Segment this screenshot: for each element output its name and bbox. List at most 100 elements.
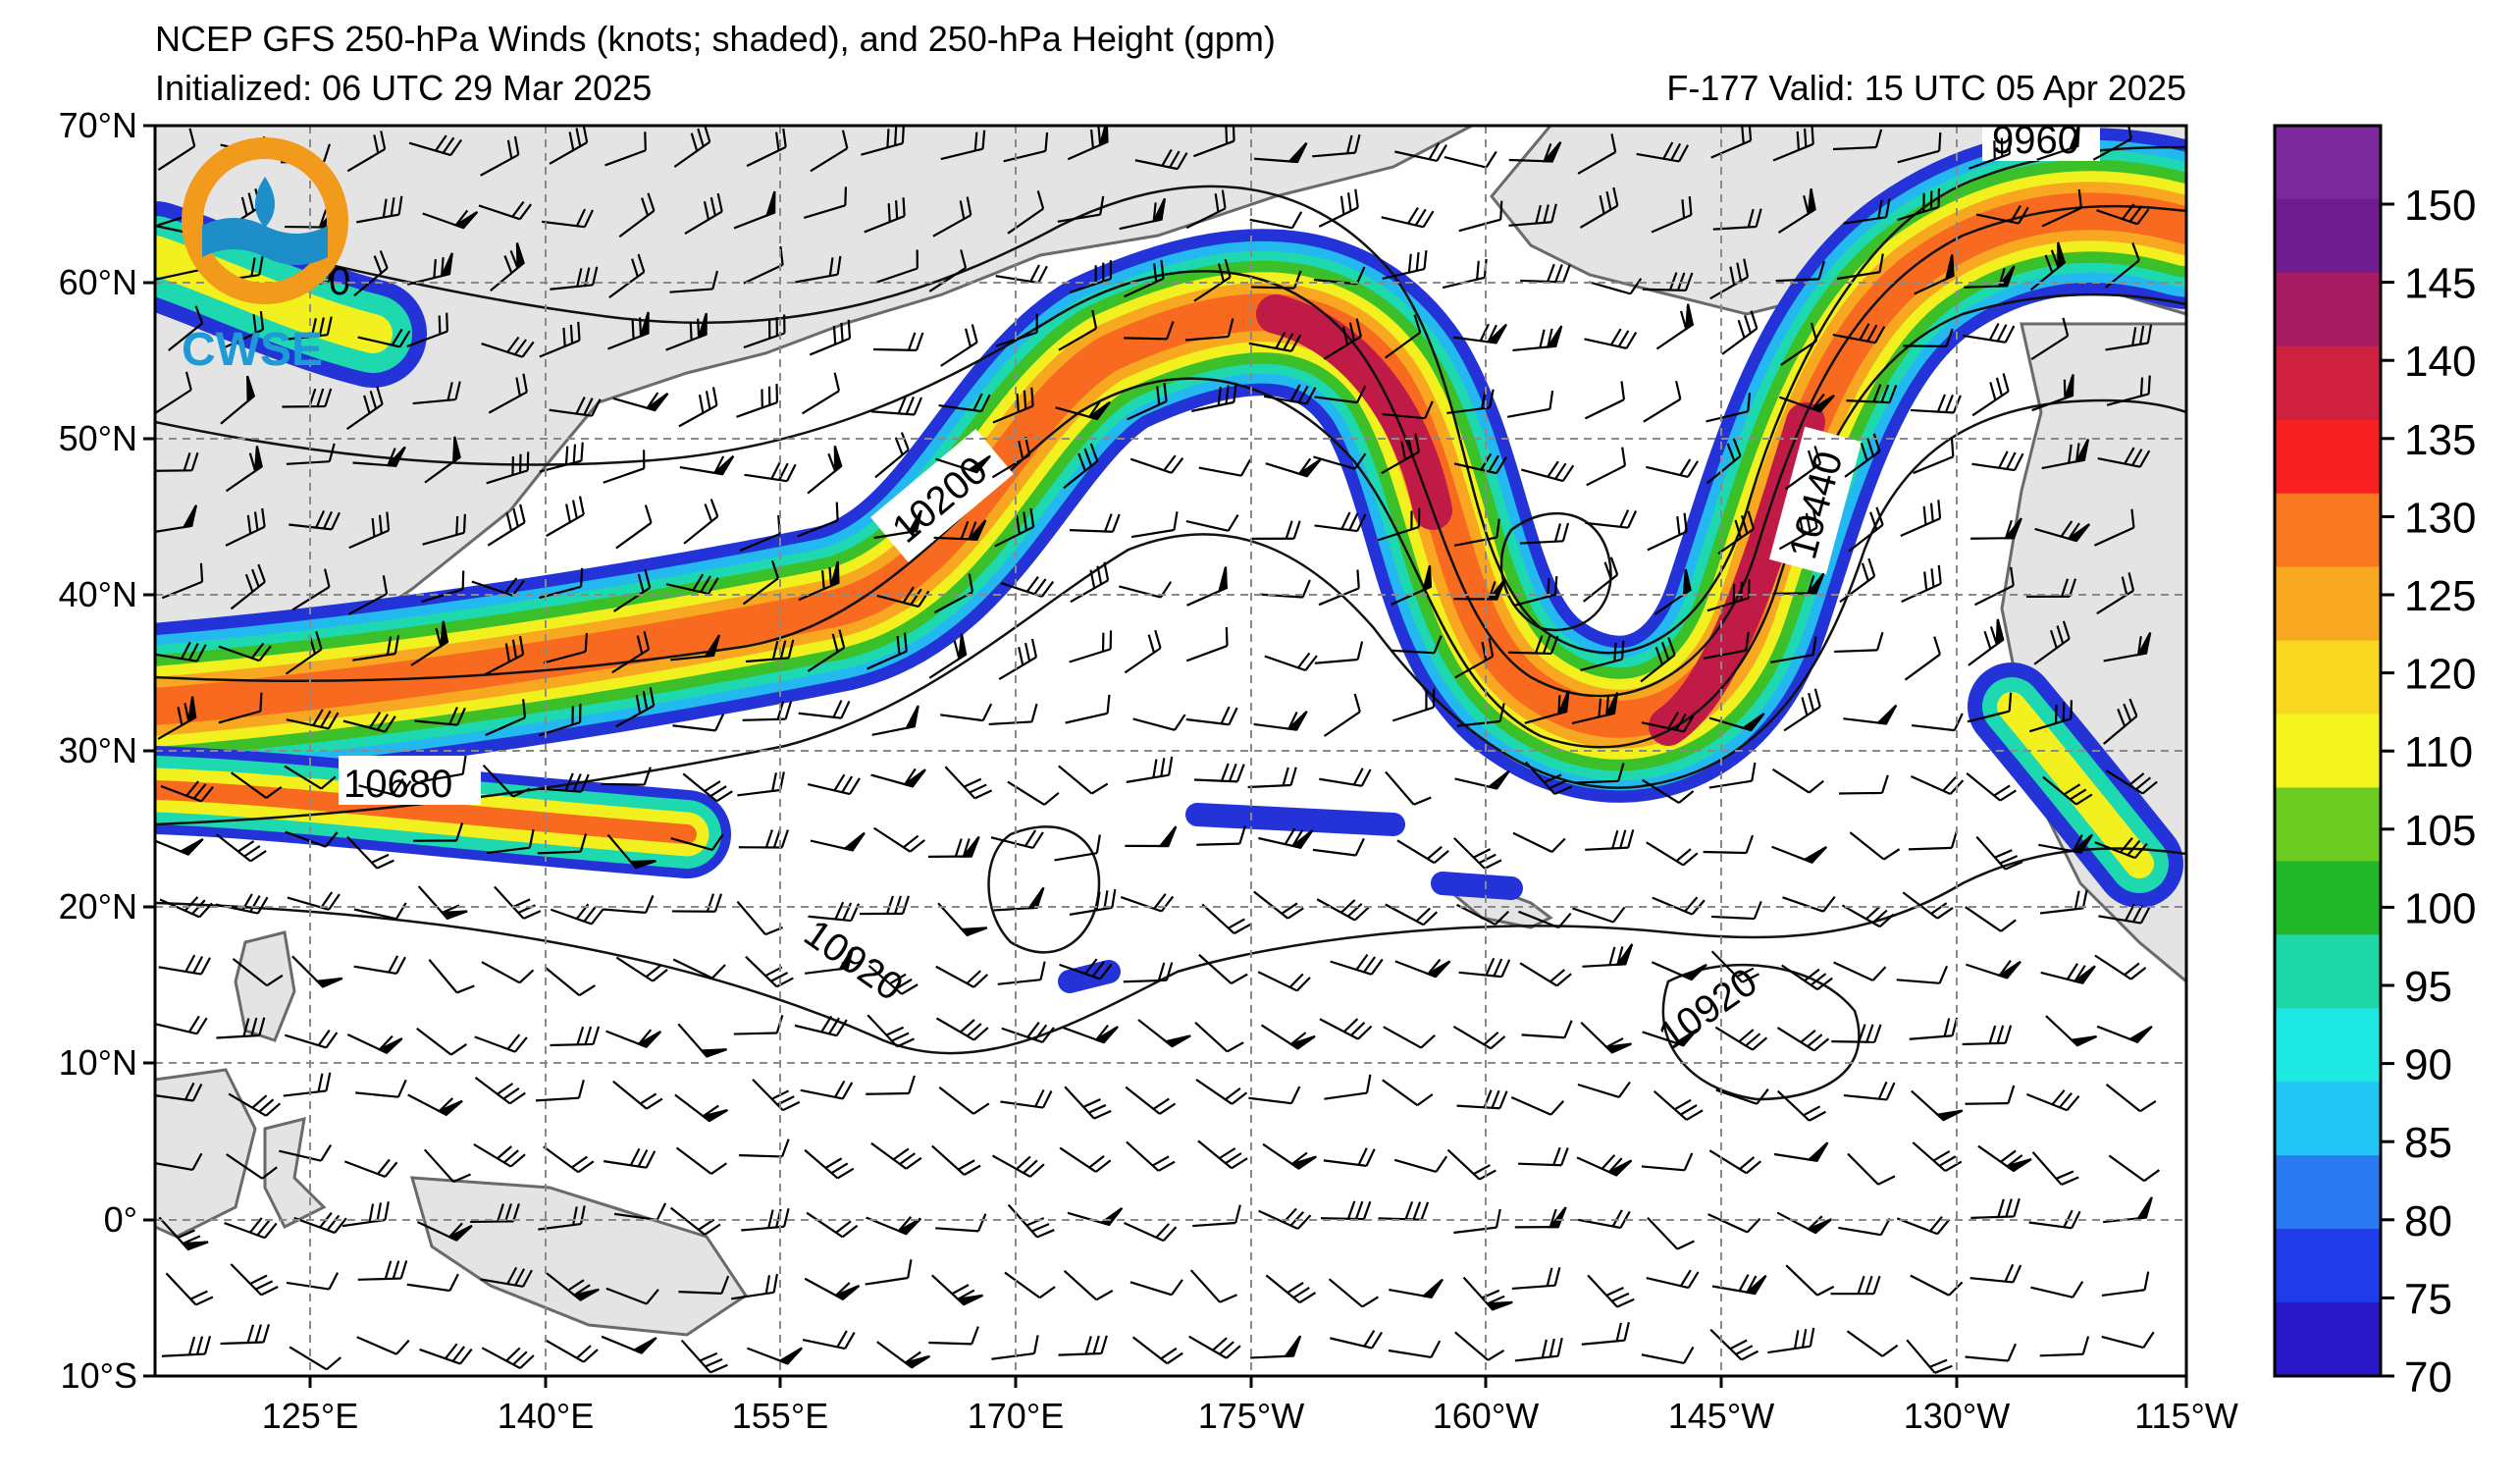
wind-barb xyxy=(471,577,525,597)
wind-barb xyxy=(1896,965,1949,984)
wind-barb xyxy=(1064,1086,1112,1120)
wind-barb xyxy=(927,835,980,858)
wind-barb xyxy=(1134,148,1188,171)
wind-barb xyxy=(679,454,735,476)
wind-barb xyxy=(223,310,265,349)
wind-barb xyxy=(795,255,842,284)
wind-barb xyxy=(1378,1201,1430,1221)
wind-barb xyxy=(481,1347,535,1370)
wind-barb xyxy=(807,446,843,495)
wind-barb xyxy=(422,513,466,546)
wind-barb xyxy=(803,186,848,219)
wind-barb xyxy=(1319,1018,1373,1040)
wind-barb xyxy=(284,316,333,341)
wind-barb xyxy=(682,772,733,803)
wind-barb xyxy=(545,967,596,997)
wind-barb xyxy=(603,894,655,914)
wind-barb xyxy=(1070,513,1121,533)
wind-barb xyxy=(678,387,718,428)
wind-barb xyxy=(1196,825,1246,846)
wind-barb xyxy=(1070,561,1110,604)
wind-barb xyxy=(1458,957,1511,979)
lat-label: 20°N xyxy=(59,886,137,927)
wind-barb xyxy=(807,773,861,796)
wind-barb xyxy=(1385,314,1422,359)
wind-barb xyxy=(1330,953,1384,976)
wind-barb xyxy=(168,305,204,351)
wind-barb xyxy=(1970,1197,2021,1219)
wind-barb xyxy=(1259,579,1311,599)
colorbar-label: 150 xyxy=(2404,182,2476,230)
wind-barb xyxy=(289,1346,341,1371)
wind-barb xyxy=(1063,1269,1114,1301)
contour-line xyxy=(1661,963,1861,1101)
colorbar-swatch xyxy=(2275,198,2381,274)
wind-barb xyxy=(480,135,520,177)
wind-barb xyxy=(218,692,263,724)
wind-barb xyxy=(1058,765,1109,795)
wind-barb xyxy=(2106,375,2151,406)
wind-barb xyxy=(1708,762,1757,789)
colorbar-swatch xyxy=(2275,787,2381,862)
jet-shading xyxy=(155,211,2186,993)
wind-barb xyxy=(1265,1274,1317,1304)
wind-barb xyxy=(739,1139,790,1158)
wind-barb xyxy=(407,1093,463,1117)
wind-barb xyxy=(1846,384,1898,404)
wind-barb xyxy=(1584,328,1638,349)
wind-barb xyxy=(1514,1337,1563,1362)
wind-barb xyxy=(1519,522,1570,545)
wind-barb xyxy=(1965,906,2017,932)
wind-barb xyxy=(994,507,1035,548)
wind-barb xyxy=(1962,1025,2013,1046)
wind-barb xyxy=(2103,631,2152,662)
wind-barb xyxy=(944,766,993,800)
wind-barb xyxy=(1767,1327,1815,1354)
wind-barb xyxy=(1458,200,1503,233)
wind-barb xyxy=(1785,1264,1835,1297)
wind-barb xyxy=(2105,324,2153,351)
wind-barb xyxy=(1250,1335,1302,1359)
wind-barb xyxy=(1708,713,1765,732)
wind-barb xyxy=(1192,1204,1241,1228)
wind-barb xyxy=(1508,140,1562,163)
colorbar-label: 145 xyxy=(2404,260,2476,308)
wind-barb xyxy=(1382,250,1428,281)
wind-barb xyxy=(1055,400,1111,421)
wind-barb xyxy=(1391,635,1443,655)
wind-barb xyxy=(1524,761,1573,796)
wind-barb xyxy=(1910,394,1962,414)
wind-barb xyxy=(1715,1088,1769,1105)
wind-barb xyxy=(1510,1096,1565,1116)
wind-barb xyxy=(1838,1217,1891,1237)
wind-barb xyxy=(358,778,412,798)
colorbar-swatch xyxy=(2275,861,2381,935)
wind-barb xyxy=(284,1030,339,1049)
wind-barb xyxy=(423,1148,471,1184)
wind-barb xyxy=(285,830,339,848)
wind-barb xyxy=(357,328,411,348)
wind-barb xyxy=(1904,636,1942,681)
wind-barb xyxy=(1572,906,1626,924)
latitude-labels: 70°N 60°N 50°N 40°N 30°N 20°N 10°N 0° 10… xyxy=(59,105,137,1396)
wind-barb xyxy=(286,443,336,465)
wind-barb xyxy=(931,1274,984,1306)
wind-barb xyxy=(1776,1089,1826,1122)
jet-fragment xyxy=(1058,803,1523,993)
wind-barb xyxy=(874,432,910,479)
wind-barb xyxy=(1248,331,1302,352)
wind-barb xyxy=(1778,508,1818,551)
colorbar-swatch xyxy=(2275,126,2381,200)
wind-barb xyxy=(414,707,466,726)
wind-barb xyxy=(1636,141,1690,163)
wind-barb xyxy=(612,1080,663,1110)
wind-barb xyxy=(1454,769,1510,790)
wind-barb xyxy=(1772,126,1814,162)
colorbar-swatch xyxy=(2275,934,2381,1009)
wind-barb xyxy=(346,835,394,870)
wind-barb xyxy=(155,1082,203,1102)
wind-barb xyxy=(481,961,535,984)
wind-barb xyxy=(1832,323,1886,344)
wind-barb xyxy=(2108,1154,2161,1183)
wind-barb xyxy=(1265,457,1322,478)
